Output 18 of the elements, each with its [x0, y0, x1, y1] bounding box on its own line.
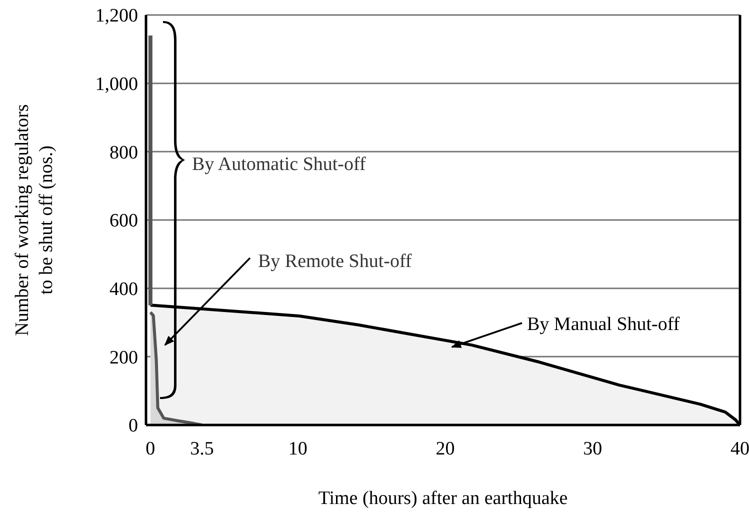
y-tick-label: 1,000 [95, 74, 138, 96]
x-tick-label: 0 [146, 438, 156, 460]
y-tick-label: 600 [110, 210, 138, 232]
legend-label: By Manual Shut-off [527, 314, 680, 335]
text: By Automatic Shut-off [192, 154, 366, 175]
x-tick-label: 10 [288, 438, 308, 460]
x-axis-title: Time (hours) after an earthquake [318, 488, 568, 509]
y-tick-label: 200 [110, 347, 138, 368]
text: By Remote Shut-off [258, 251, 412, 272]
y-tick-label: 400 [110, 279, 138, 300]
x-tick-label: 3.5 [190, 438, 214, 460]
y-tick-label: 800 [110, 142, 138, 164]
y-axis-title: Number of working regulators to be shut off (nos.) [12, 104, 57, 336]
x-tick-label: 40 [730, 438, 749, 460]
y-tick-label: 1,200 [95, 6, 138, 27]
x-tick-label: 30 [583, 438, 602, 460]
x-tick-label: 20 [436, 438, 455, 460]
y-tick-label: 0 [128, 416, 138, 437]
